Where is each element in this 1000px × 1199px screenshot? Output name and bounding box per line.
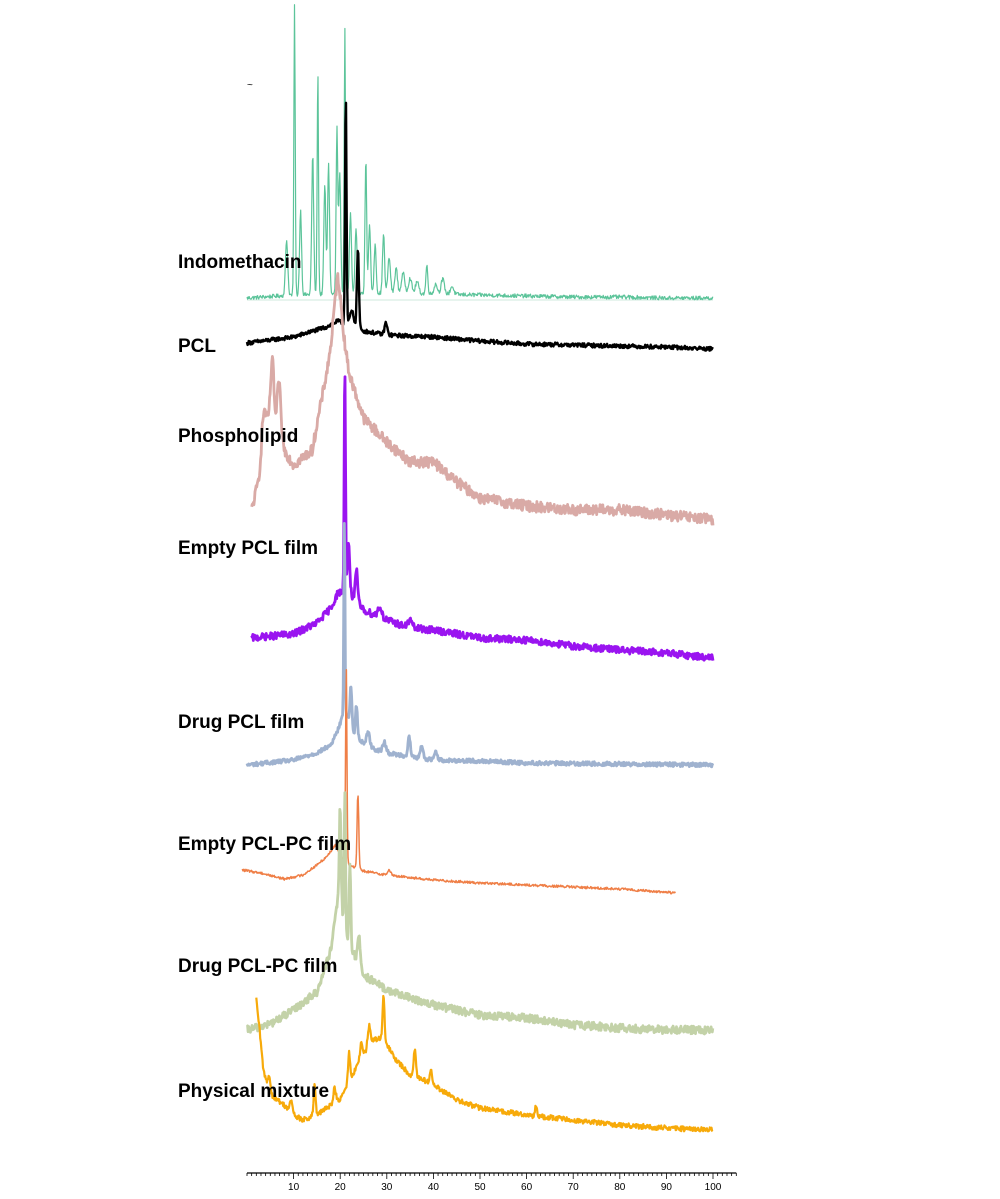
x-tick-label: 100 bbox=[705, 1182, 722, 1193]
x-tick-label: 50 bbox=[474, 1182, 486, 1193]
x-tick-label: 70 bbox=[568, 1182, 580, 1193]
series-line-empty-pcl-film bbox=[250, 375, 715, 662]
x-tick-label: 40 bbox=[428, 1182, 440, 1193]
x-tick-label: 30 bbox=[381, 1182, 393, 1193]
series-label-empty-pcl-pc-film: Empty PCL-PC film bbox=[178, 834, 351, 855]
series-label-physical-mixture: Physical mixture bbox=[178, 1081, 329, 1102]
small-mark: ~ bbox=[247, 80, 253, 91]
series-label-phospholipid: Phospholipid bbox=[178, 426, 298, 447]
x-tick-label: 10 bbox=[288, 1182, 300, 1193]
series-label-indomethacin: Indomethacin bbox=[178, 252, 302, 273]
series-line-drug-pcl-pc-film bbox=[246, 791, 715, 1036]
trace-labels-layer: Indomethacin PCL Phospholipid Empty PCL fil… bbox=[178, 252, 351, 1102]
series-label-drug-pcl-film: Drug PCL film bbox=[178, 712, 304, 733]
x-tick-label: 90 bbox=[661, 1182, 673, 1193]
series-line-empty-pcl-pc-film bbox=[241, 668, 676, 895]
series-line-physical-mixture bbox=[255, 994, 714, 1133]
series-line-pcl bbox=[245, 101, 714, 352]
x-axis: 10 20 30 40 50 60 70 80 90 100 bbox=[246, 1172, 737, 1193]
series-line-phospholipid bbox=[250, 272, 715, 526]
series-line-drug-pcl-film bbox=[245, 522, 715, 769]
x-tick-label: 80 bbox=[614, 1182, 626, 1193]
series-label-pcl: PCL bbox=[178, 336, 216, 357]
series-label-drug-pcl-pc-film: Drug PCL-PC film bbox=[178, 956, 337, 977]
series-label-empty-pcl-film: Empty PCL film bbox=[178, 538, 318, 559]
series-line-indomethacin bbox=[246, 4, 714, 301]
x-tick-label: 60 bbox=[521, 1182, 533, 1193]
x-tick-label: 20 bbox=[335, 1182, 347, 1193]
traces-layer bbox=[241, 4, 715, 1133]
